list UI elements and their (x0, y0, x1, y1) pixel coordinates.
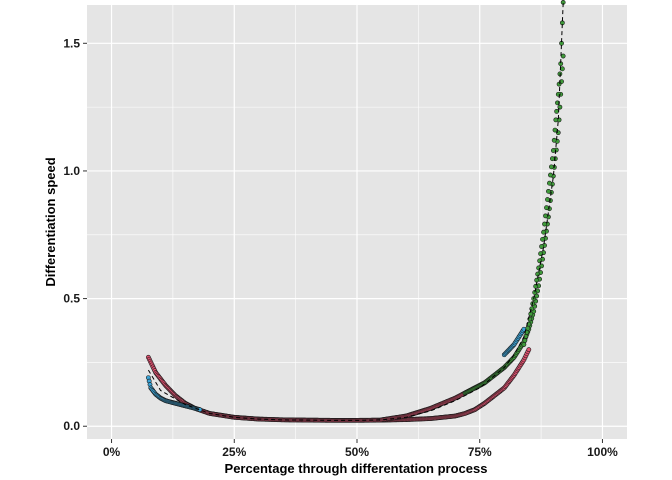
y-tick-label: 1.0 (63, 164, 80, 178)
data-point (543, 213, 548, 219)
data-point (532, 290, 538, 295)
x-tick-label: 0% (103, 445, 121, 459)
data-point (551, 137, 557, 143)
x-tick-label: 75% (468, 445, 492, 459)
x-tick-label: 100% (587, 445, 618, 459)
x-axis: 0% 25% 50% 75% 100% (103, 439, 618, 459)
x-tick-label: 25% (222, 445, 246, 459)
data-point (521, 342, 527, 347)
data-point (549, 164, 554, 170)
x-tick-label: 50% (345, 445, 369, 459)
data-point (528, 311, 534, 317)
data-point (522, 338, 528, 343)
data-point (560, 53, 566, 59)
data-point (539, 244, 544, 249)
data-point (541, 229, 546, 235)
data-point (556, 81, 562, 87)
x-axis-title: Percentage through differentation proces… (225, 461, 488, 476)
y-tick-label: 0.0 (63, 419, 80, 433)
data-point (550, 148, 556, 153)
data-point (547, 180, 552, 186)
data-point (545, 197, 550, 202)
data-point (533, 283, 539, 289)
y-tick-label: 0.5 (63, 292, 80, 306)
data-point (542, 221, 547, 227)
data-point (552, 127, 558, 133)
series-5 (521, 0, 566, 347)
data-point (525, 325, 531, 331)
data-point (549, 156, 555, 162)
data-point (548, 172, 553, 178)
data-point (553, 117, 559, 123)
data-point (536, 265, 542, 271)
trend-layer (147, 2, 564, 421)
y-axis-title: Differentiation speed (43, 157, 58, 286)
data-point (554, 108, 560, 114)
trend-line (147, 2, 564, 421)
data-point (540, 236, 545, 242)
data-point (544, 205, 549, 211)
data-point (526, 347, 532, 353)
y-tick-label: 1.5 (63, 36, 80, 50)
data-point (546, 188, 551, 194)
major-gridlines (87, 5, 627, 439)
y-axis: 0.0 0.5 1.0 1.5 (63, 36, 87, 433)
